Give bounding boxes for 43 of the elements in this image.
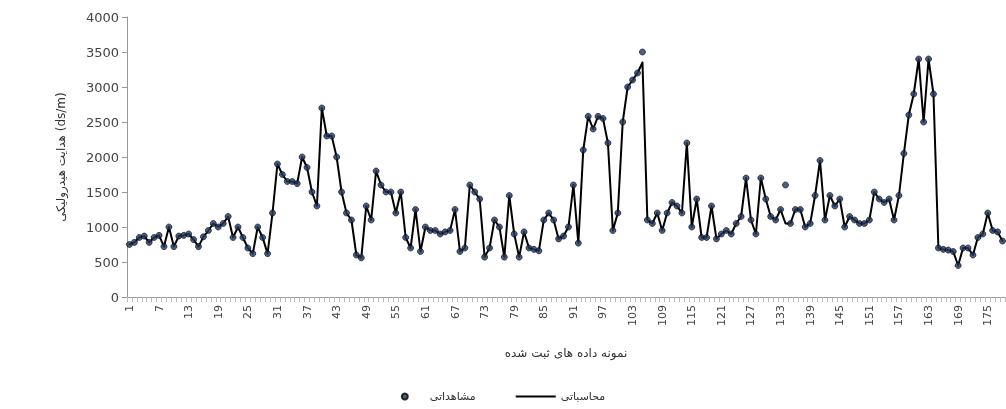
x-tick-label: 85	[537, 305, 551, 319]
x-tick-label: 79	[507, 305, 521, 319]
x-tick-label: 1	[122, 305, 136, 312]
x-tick-label: 49	[359, 305, 373, 319]
x-tick-label: 151	[862, 305, 876, 326]
x-tick-label: 133	[774, 305, 788, 326]
x-tick-label: 67	[448, 305, 462, 319]
y-tick-label: 1500	[85, 184, 119, 200]
x-tick-label: 37	[300, 305, 314, 319]
x-tick-label: 103	[626, 305, 640, 326]
x-tick-label: 55	[389, 305, 403, 319]
x-tick-label: 139	[803, 305, 817, 326]
x-tick-label: 109	[655, 305, 669, 326]
x-tick-label: 121	[714, 305, 728, 326]
x-tick-label: 115	[685, 305, 699, 326]
x-tick-label: 97	[596, 305, 610, 319]
x-axis-title: نمونه داده های ثبت شده	[504, 346, 628, 361]
x-tick-label: 169	[951, 305, 965, 326]
x-tick-label: 7	[152, 305, 166, 312]
x-tick-label: 43	[330, 305, 344, 319]
x-tick-label: 91	[566, 305, 580, 319]
legend-label: محاسباتی	[560, 390, 606, 403]
x-tick-label: 127	[744, 305, 758, 326]
x-tick-label: 61	[418, 305, 432, 319]
y-tick-label: 3500	[85, 44, 119, 60]
x-tick-label: 73	[478, 305, 492, 319]
y-tick-label: 1000	[85, 219, 119, 235]
y-tick-label: 3000	[85, 79, 119, 95]
y-tick-label: 2000	[85, 149, 119, 165]
x-tick-label: 175	[981, 305, 995, 326]
x-tick-label: 163	[922, 305, 936, 326]
legend-label: مشاهداتی	[429, 390, 476, 403]
y-tick-label: 2500	[85, 114, 119, 130]
x-tick-label: 31	[270, 305, 284, 319]
x-tick-label: 157	[892, 305, 906, 326]
x-tick-label: 19	[211, 305, 225, 319]
x-tick-label: 145	[833, 305, 847, 326]
y-tick-label: 500	[94, 254, 119, 270]
y-tick-label: 0	[110, 289, 119, 305]
x-tick-label: 25	[241, 305, 255, 319]
x-tick-label: 13	[182, 305, 196, 319]
y-axis-title: هدایت هیدرولیکی (ds/m)	[54, 92, 69, 222]
y-tick-label: 4000	[85, 9, 119, 25]
